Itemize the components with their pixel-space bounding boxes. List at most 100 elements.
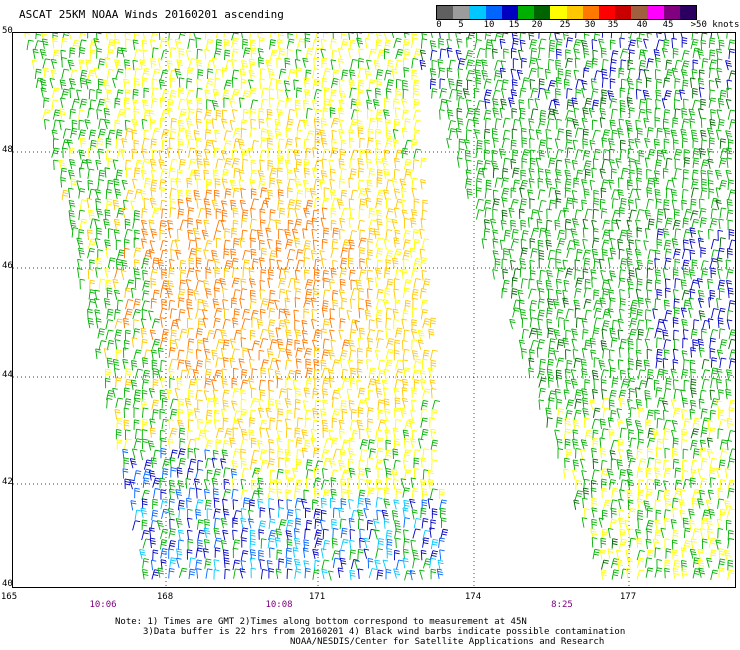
wind-barb — [601, 239, 610, 250]
wind-barb — [359, 428, 365, 439]
wind-barb — [94, 298, 100, 309]
wind-barb — [357, 58, 364, 69]
wind-barb — [106, 397, 113, 409]
wind-barb — [492, 229, 499, 240]
wind-barb — [600, 187, 607, 199]
wind-barb — [340, 527, 348, 539]
wind-barb — [322, 427, 329, 438]
wind-barb — [205, 139, 213, 150]
legend-label: 15 — [508, 20, 520, 30]
wind-barb — [501, 177, 509, 188]
wind-barb — [411, 387, 418, 398]
wind-barb — [430, 428, 437, 440]
wind-barb — [149, 197, 157, 209]
wind-barb — [556, 357, 565, 368]
wind-barb — [223, 140, 232, 151]
wind-barb — [548, 33, 552, 41]
wind-barb — [320, 118, 327, 129]
wind-barb — [295, 358, 302, 369]
wind-barb — [474, 108, 481, 119]
wind-barb — [492, 137, 499, 148]
wind-barb — [643, 500, 651, 511]
wind-barb — [572, 459, 580, 470]
wind-barb — [116, 439, 123, 450]
wind-barb — [700, 159, 709, 170]
wind-barb — [399, 407, 407, 418]
wind-barb — [394, 269, 402, 280]
wind-barb — [169, 207, 177, 218]
wind-barb — [438, 537, 445, 548]
wind-barb — [530, 209, 538, 220]
wind-barb — [726, 87, 732, 98]
wind-barb — [728, 189, 735, 200]
wind-barb — [663, 239, 672, 251]
wind-barb — [502, 117, 511, 128]
wind-barb — [239, 568, 246, 579]
wind-barb — [141, 519, 148, 530]
wind-barb — [719, 508, 726, 520]
wind-barb — [277, 33, 284, 40]
wind-barb — [419, 370, 426, 381]
wind-barb — [265, 59, 273, 70]
wind-barb — [529, 138, 535, 149]
wind-barb — [681, 248, 690, 259]
wind-barb — [203, 479, 210, 490]
wind-barb — [672, 549, 678, 560]
wind-barb — [363, 548, 370, 559]
wind-barb — [375, 447, 384, 459]
wind-barb — [60, 177, 67, 188]
wind-barb — [557, 317, 565, 328]
wind-barb — [645, 419, 651, 430]
wind-barb — [395, 488, 402, 499]
wind-barb — [151, 338, 161, 349]
wind-barb — [122, 358, 129, 370]
wind-barb — [161, 468, 169, 479]
wind-barb — [566, 247, 575, 259]
wind-barb — [672, 33, 679, 40]
wind-barb — [692, 87, 698, 99]
wind-barb — [269, 49, 278, 60]
wind-barb — [132, 88, 139, 100]
wind-barb — [366, 487, 375, 498]
wind-barb — [412, 79, 420, 90]
wind-barb — [728, 448, 735, 459]
wind-barb — [223, 239, 231, 251]
wind-barb — [275, 327, 282, 338]
wind-barb — [274, 128, 282, 139]
wind-barb — [223, 557, 230, 568]
wind-barb — [645, 520, 654, 531]
wind-barb — [716, 349, 724, 360]
wind-barb — [286, 499, 293, 510]
wind-barb — [328, 377, 335, 388]
wind-barb — [728, 229, 735, 240]
wind-barb — [538, 149, 545, 161]
wind-barb — [431, 459, 438, 470]
wind-barb — [59, 108, 66, 119]
wind-barb — [250, 437, 257, 449]
time-label: 8:25 — [551, 600, 573, 610]
wind-barb — [161, 129, 170, 140]
wind-barb — [42, 38, 49, 49]
wind-barb — [411, 288, 419, 300]
wind-barb — [510, 259, 516, 271]
wind-barb — [233, 410, 242, 421]
wind-barb — [530, 47, 538, 59]
wind-barb — [120, 149, 127, 161]
wind-barb — [213, 147, 220, 158]
wind-barb — [79, 98, 88, 109]
wind-barb — [359, 149, 366, 160]
wind-barb — [368, 168, 376, 179]
wind-barb — [394, 327, 403, 338]
wind-barb — [211, 100, 219, 111]
legend-label: 20 — [531, 20, 543, 30]
wind-barb — [220, 329, 228, 340]
wind-barb — [250, 159, 257, 171]
wind-barb — [274, 400, 281, 411]
wind-barb — [403, 33, 410, 39]
wind-barb — [696, 278, 704, 289]
wind-barb — [700, 169, 707, 181]
wind-barb — [42, 58, 51, 69]
wind-barb — [337, 107, 345, 118]
wind-barb — [645, 108, 652, 120]
wind-barb — [148, 388, 156, 399]
